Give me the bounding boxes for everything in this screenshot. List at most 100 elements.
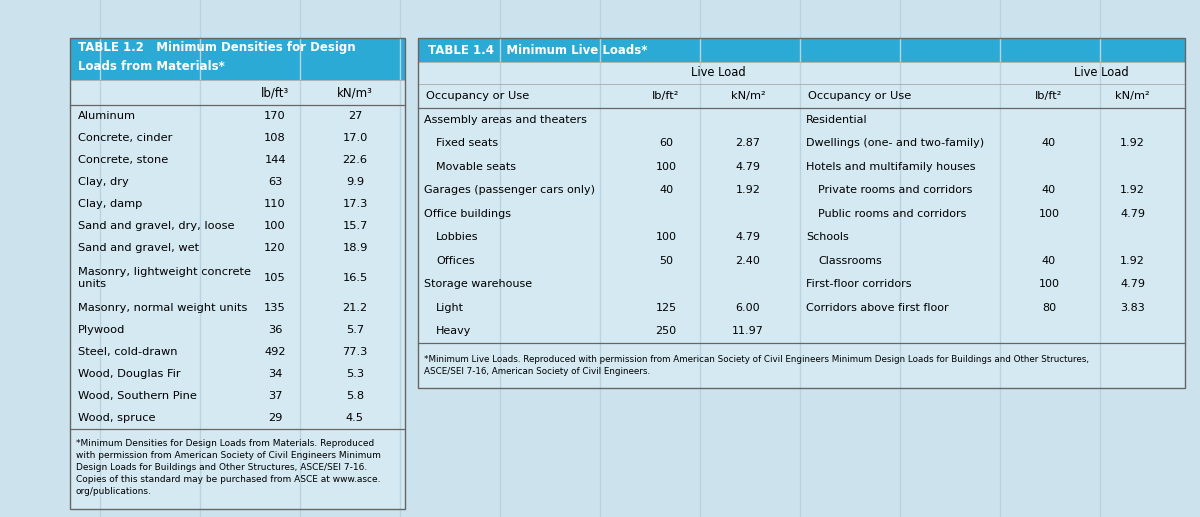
Text: 100: 100: [655, 232, 677, 242]
Text: Office buildings: Office buildings: [424, 209, 511, 219]
Text: Classrooms: Classrooms: [818, 256, 882, 266]
Text: Wood, spruce: Wood, spruce: [78, 413, 156, 423]
Text: 3.83: 3.83: [1120, 303, 1145, 313]
Text: Residential: Residential: [806, 115, 868, 125]
Text: 29: 29: [268, 413, 282, 423]
Text: Corridors above first floor: Corridors above first floor: [806, 303, 949, 313]
Text: 100: 100: [1038, 209, 1060, 219]
Text: 22.6: 22.6: [342, 155, 367, 165]
Text: 5.7: 5.7: [346, 325, 364, 335]
Text: Hotels and multifamily houses: Hotels and multifamily houses: [806, 162, 976, 172]
Bar: [70, 80, 406, 105]
Text: TABLE 1.4   Minimum Live Loads*: TABLE 1.4 Minimum Live Loads*: [428, 43, 648, 56]
Bar: [70, 38, 406, 509]
Text: Garages (passenger cars only): Garages (passenger cars only): [424, 185, 595, 195]
Text: *Minimum Densities for Design Loads from Materials. Reproduced
with permission f: *Minimum Densities for Design Loads from…: [76, 438, 380, 496]
Text: 4.79: 4.79: [1120, 209, 1145, 219]
Text: 2.87: 2.87: [736, 138, 761, 148]
Text: 21.2: 21.2: [342, 303, 367, 313]
Bar: [418, 38, 1186, 62]
Text: 11.97: 11.97: [732, 326, 764, 336]
Bar: [70, 429, 406, 509]
Text: 1.92: 1.92: [1120, 138, 1145, 148]
Text: Sand and gravel, dry, loose: Sand and gravel, dry, loose: [78, 221, 234, 231]
Text: 6.00: 6.00: [736, 303, 761, 313]
Text: 17.3: 17.3: [342, 199, 367, 209]
Text: 4.79: 4.79: [1120, 279, 1145, 289]
Text: 63: 63: [268, 177, 282, 187]
Bar: [418, 62, 1186, 388]
Text: First-floor corridors: First-floor corridors: [806, 279, 912, 289]
Text: Fixed seats: Fixed seats: [436, 138, 498, 148]
Text: 60: 60: [659, 138, 673, 148]
Text: Masonry, normal weight units: Masonry, normal weight units: [78, 303, 247, 313]
Text: 27: 27: [348, 111, 362, 121]
Text: lb/ft²: lb/ft²: [1036, 91, 1063, 101]
Text: *Minimum Live Loads. Reproduced with permission from American Society of Civil E: *Minimum Live Loads. Reproduced with per…: [424, 355, 1090, 376]
Text: 36: 36: [268, 325, 282, 335]
Text: Private rooms and corridors: Private rooms and corridors: [818, 185, 972, 195]
Text: kN/m³: kN/m³: [337, 86, 373, 99]
Text: 135: 135: [264, 303, 286, 313]
Text: 1.92: 1.92: [736, 185, 761, 195]
Text: 4.79: 4.79: [736, 162, 761, 172]
Text: Dwellings (one- and two-family): Dwellings (one- and two-family): [806, 138, 984, 148]
Text: 40: 40: [659, 185, 673, 195]
Text: 125: 125: [655, 303, 677, 313]
Bar: [70, 38, 406, 80]
Text: 105: 105: [264, 273, 286, 283]
Text: 80: 80: [1042, 303, 1056, 313]
Text: 1.92: 1.92: [1120, 185, 1145, 195]
Text: Masonry, lightweight concrete
units: Masonry, lightweight concrete units: [78, 267, 251, 289]
Text: 77.3: 77.3: [342, 347, 367, 357]
Text: lb/ft³: lb/ft³: [260, 86, 289, 99]
Text: 120: 120: [264, 243, 286, 253]
Text: Clay, dry: Clay, dry: [78, 177, 128, 187]
Text: Live Load: Live Load: [691, 67, 745, 80]
Text: 144: 144: [264, 155, 286, 165]
Text: Steel, cold-drawn: Steel, cold-drawn: [78, 347, 178, 357]
Text: Concrete, cinder: Concrete, cinder: [78, 133, 173, 143]
Text: 18.9: 18.9: [342, 243, 367, 253]
Bar: [70, 105, 406, 429]
Text: 16.5: 16.5: [342, 273, 367, 283]
Text: Storage warehouse: Storage warehouse: [424, 279, 532, 289]
Text: 4.79: 4.79: [736, 232, 761, 242]
Text: 110: 110: [264, 199, 286, 209]
Text: Aluminum: Aluminum: [78, 111, 136, 121]
Text: 100: 100: [655, 162, 677, 172]
Text: 40: 40: [1042, 185, 1056, 195]
Text: Lobbies: Lobbies: [436, 232, 479, 242]
Text: Clay, damp: Clay, damp: [78, 199, 143, 209]
Text: Occupancy or Use: Occupancy or Use: [426, 91, 529, 101]
Text: 17.0: 17.0: [342, 133, 367, 143]
Text: 100: 100: [264, 221, 286, 231]
Text: 2.40: 2.40: [736, 256, 761, 266]
Text: 15.7: 15.7: [342, 221, 367, 231]
Text: 37: 37: [268, 391, 282, 401]
Text: 108: 108: [264, 133, 286, 143]
Text: Offices: Offices: [436, 256, 475, 266]
Text: Plywood: Plywood: [78, 325, 125, 335]
Text: Occupancy or Use: Occupancy or Use: [808, 91, 911, 101]
Text: 50: 50: [659, 256, 673, 266]
Text: Light: Light: [436, 303, 464, 313]
Text: 40: 40: [1042, 256, 1056, 266]
Text: 492: 492: [264, 347, 286, 357]
Text: Wood, Douglas Fir: Wood, Douglas Fir: [78, 369, 181, 379]
Text: Sand and gravel, wet: Sand and gravel, wet: [78, 243, 199, 253]
Text: 100: 100: [1038, 279, 1060, 289]
Text: Movable seats: Movable seats: [436, 162, 516, 172]
Text: 4.5: 4.5: [346, 413, 364, 423]
Text: 5.8: 5.8: [346, 391, 364, 401]
Text: 40: 40: [1042, 138, 1056, 148]
Text: 9.9: 9.9: [346, 177, 364, 187]
Bar: [418, 38, 1186, 388]
Text: 5.3: 5.3: [346, 369, 364, 379]
Text: Assembly areas and theaters: Assembly areas and theaters: [424, 115, 587, 125]
Text: Schools: Schools: [806, 232, 848, 242]
Text: 34: 34: [268, 369, 282, 379]
Text: Public rooms and corridors: Public rooms and corridors: [818, 209, 966, 219]
Text: Wood, Southern Pine: Wood, Southern Pine: [78, 391, 197, 401]
Text: lb/ft²: lb/ft²: [653, 91, 679, 101]
